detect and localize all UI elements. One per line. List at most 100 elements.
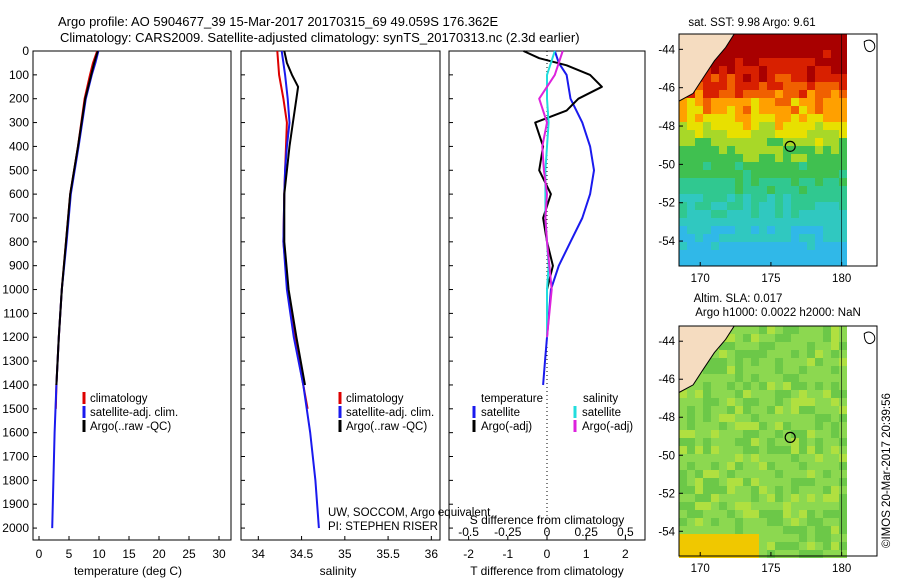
map-cell (775, 258, 783, 266)
sst-map-title: sat. SST: 9.98 Argo: 9.61 (688, 17, 815, 29)
map-cell (799, 446, 807, 454)
map-cell (751, 210, 759, 218)
map-cell (815, 98, 823, 106)
map-cell (791, 390, 799, 398)
map-cell (695, 550, 703, 558)
map-cell (815, 446, 823, 454)
legend-label-s-argo: Argo(-adj) (582, 421, 633, 433)
map-cell (815, 138, 823, 146)
map-cell (767, 366, 775, 374)
map-cell (791, 210, 799, 218)
map-cell (751, 438, 759, 446)
map-cell (695, 258, 703, 266)
map-cell (719, 170, 727, 178)
map-cell (775, 98, 783, 106)
y-tick-label: 1900 (2, 497, 29, 511)
map-y-tick-label: -44 (658, 336, 675, 348)
map-cell (751, 250, 759, 258)
map-cell (679, 98, 687, 106)
map-cell (839, 342, 847, 350)
map-cell (703, 534, 711, 542)
island-outline (863, 331, 876, 345)
map-cell (695, 178, 703, 186)
map-cell (751, 194, 759, 202)
map-cell (711, 510, 719, 518)
s-diff-xlabel: S difference from climatology (470, 513, 625, 527)
legend-label-climatology: climatology (90, 393, 148, 405)
map-cell (711, 550, 719, 558)
map-cell (727, 138, 735, 146)
map-cell (735, 130, 743, 138)
map-cell (783, 510, 791, 518)
map-cell (719, 350, 727, 358)
map-cell (783, 90, 791, 98)
map-cell (695, 390, 703, 398)
map-cell (711, 518, 719, 526)
map-cell (791, 82, 799, 90)
map-cell (751, 170, 759, 178)
map-cell (807, 542, 815, 550)
map-cell (719, 462, 727, 470)
map-cell (839, 390, 847, 398)
map-cell (831, 250, 839, 258)
map-cell (783, 470, 791, 478)
map-cell (759, 58, 767, 66)
map-cell (687, 210, 695, 218)
map-cell (791, 66, 799, 74)
map-cell (767, 138, 775, 146)
map-cell (687, 146, 695, 154)
map-cell (831, 114, 839, 122)
map-cell (775, 422, 783, 430)
map-cell (831, 122, 839, 130)
map-cell (727, 82, 735, 90)
map-cell (831, 438, 839, 446)
map-cell (767, 122, 775, 130)
map-cell (679, 406, 687, 414)
map-cell (799, 494, 807, 502)
map-cell (791, 122, 799, 130)
map-cell (839, 210, 847, 218)
map-cell (759, 470, 767, 478)
map-cell (839, 526, 847, 534)
map-cell (839, 250, 847, 258)
map-cell (727, 250, 735, 258)
map-cell (799, 50, 807, 58)
island-outline (863, 39, 876, 53)
map-cell (703, 478, 711, 486)
salinity-panel: 34 34.5 35 35.5 36 (240, 50, 441, 561)
map-cell (831, 486, 839, 494)
map-cell (751, 406, 759, 414)
map-cell (759, 210, 767, 218)
map-cell (679, 178, 687, 186)
legend-label-satellite: satellite-adj. clim. (346, 407, 434, 419)
map-cell (759, 114, 767, 122)
map-cell (791, 218, 799, 226)
map-cell (839, 242, 847, 250)
map-cell (743, 218, 751, 226)
map-cell (831, 98, 839, 106)
map-cell (711, 422, 719, 430)
map-cell (687, 114, 695, 122)
map-cell (807, 74, 815, 82)
map-cell (727, 42, 735, 50)
map-cell (687, 446, 695, 454)
map-cell (743, 98, 751, 106)
map-cell (727, 414, 735, 422)
map-cell (799, 226, 807, 234)
map-cell (695, 82, 703, 90)
map-cell (799, 374, 807, 382)
map-cell (711, 390, 719, 398)
map-cell (735, 342, 743, 350)
map-cell (719, 550, 727, 558)
map-cell (799, 398, 807, 406)
map-cell (759, 526, 767, 534)
map-cell (815, 510, 823, 518)
map-cell (799, 422, 807, 430)
map-cell (695, 218, 703, 226)
map-cell (687, 226, 695, 234)
map-cell (815, 382, 823, 390)
map-cell (791, 42, 799, 50)
map-cell (799, 486, 807, 494)
map-cell (711, 358, 719, 366)
map-cell (807, 550, 815, 558)
